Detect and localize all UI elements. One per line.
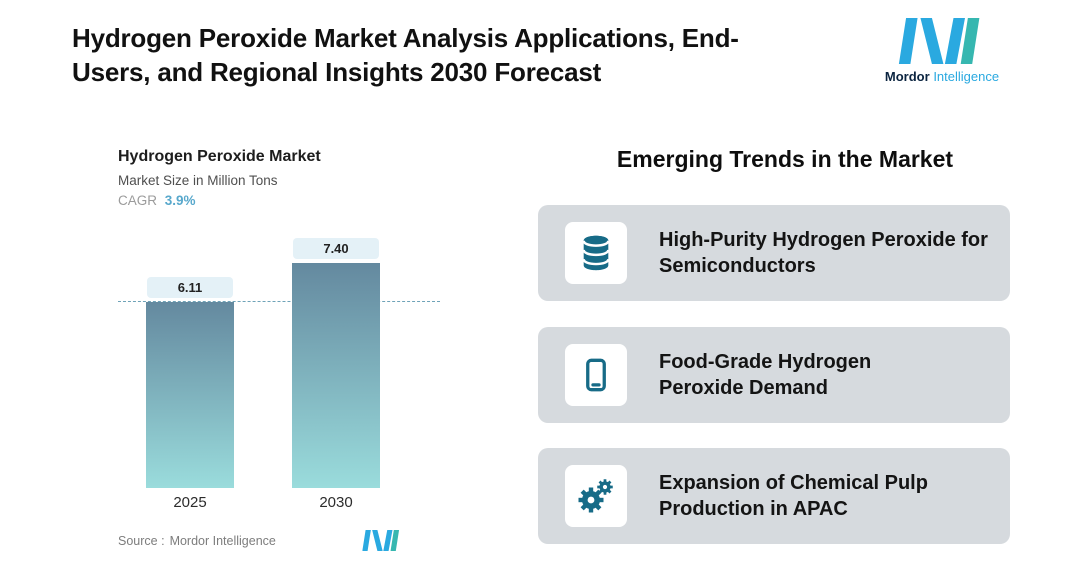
bar-group-2025: 6.11	[146, 277, 234, 488]
mini-mordor-logo-icon	[362, 530, 402, 551]
mordor-logo-icon	[896, 18, 988, 64]
page-title: Hydrogen Peroxide Market Analysis Applic…	[72, 22, 852, 90]
trend-card-high-purity: High-Purity Hydrogen Peroxide for Semico…	[538, 205, 1010, 301]
chart-subtitle: Market Size in Million Tons	[118, 173, 278, 188]
icon-box	[565, 344, 627, 406]
cagr-label: CAGR	[118, 193, 158, 208]
chart-title: Hydrogen Peroxide Market	[118, 148, 321, 165]
trend-text: Food-Grade Hydrogen Peroxide Demand	[659, 350, 872, 399]
plot-area: 6.11 7.40	[118, 220, 458, 488]
brand-name: Mordor Intelligence	[880, 69, 1004, 84]
chart-panel: Hydrogen Peroxide Market Market Size in …	[118, 148, 490, 551]
brand-logo: Mordor Intelligence	[880, 18, 1004, 84]
page-title-line-2: Users, and Regional Insights 2030 Foreca…	[72, 56, 602, 87]
x-axis-labels: 2025 2030	[118, 494, 458, 516]
source-value: Mordor Intelligence	[169, 533, 276, 548]
x-axis-label-2030: 2030	[319, 494, 353, 511]
gears-icon	[578, 479, 613, 513]
database-icon	[582, 235, 610, 271]
smartphone-icon	[586, 358, 606, 392]
x-axis-label-2025: 2025	[173, 494, 207, 511]
brand-name-light: Intelligence	[933, 69, 1000, 84]
source-label: Source :	[118, 533, 165, 548]
cagr-value: 3.9%	[164, 193, 196, 208]
trend-card-food-grade: Food-Grade Hydrogen Peroxide Demand	[538, 327, 1010, 423]
bar-2025	[146, 302, 234, 488]
trend-text: High-Purity Hydrogen Peroxide for Semico…	[659, 228, 988, 277]
source-row: Source : Mordor Intelligence	[118, 530, 418, 551]
trends-heading: Emerging Trends in the Market	[616, 146, 954, 172]
trend-text: Expansion of Chemical Pulp Production in…	[659, 471, 928, 520]
icon-box	[565, 465, 627, 527]
bar-2030	[292, 263, 380, 488]
bar-group-2030: 7.40	[292, 238, 380, 488]
trend-card-chemical-pulp: Expansion of Chemical Pulp Production in…	[538, 448, 1010, 544]
reference-line	[118, 301, 440, 302]
bar-value-label: 6.11	[147, 277, 233, 298]
page-title-line-1: Hydrogen Peroxide Market Analysis Applic…	[72, 23, 739, 53]
brand-name-bold: Mordor	[884, 69, 930, 84]
icon-box	[565, 222, 627, 284]
chart-cagr: CAGR 3.9%	[118, 193, 490, 208]
bar-value-label: 7.40	[293, 238, 379, 259]
